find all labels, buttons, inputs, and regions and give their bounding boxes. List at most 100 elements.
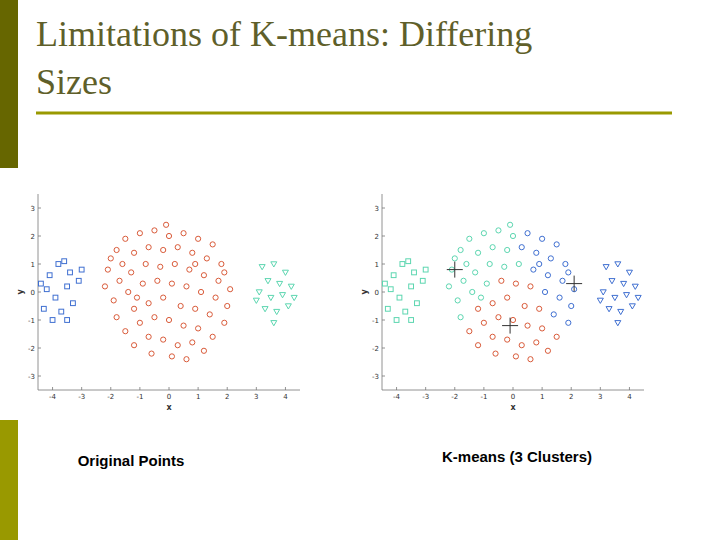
point [158, 264, 163, 269]
y-tick-label: 3 [31, 205, 35, 213]
point [531, 267, 536, 272]
y-tick [382, 376, 385, 377]
point [545, 348, 550, 353]
x-tick [52, 387, 53, 390]
point [391, 273, 396, 278]
point [475, 250, 480, 255]
point [146, 301, 151, 306]
x-tick-label: 2 [225, 393, 229, 401]
point [268, 295, 274, 300]
point [464, 261, 469, 266]
point [134, 295, 139, 300]
x-tick [396, 387, 397, 390]
point [79, 267, 84, 272]
y-tick-label: -3 [28, 373, 35, 381]
point [259, 265, 265, 270]
point [624, 293, 630, 298]
point [540, 326, 545, 331]
point [505, 247, 510, 252]
point [615, 262, 621, 267]
point [490, 334, 495, 339]
centroid [447, 262, 463, 278]
point [513, 281, 518, 286]
point [117, 278, 122, 283]
y-tick-label: -1 [372, 317, 379, 325]
x-tick [169, 387, 170, 390]
point [280, 293, 286, 298]
point [111, 298, 116, 303]
y-axis-label: y [16, 289, 25, 295]
point [155, 278, 160, 283]
point [525, 323, 530, 328]
chart: -4-3-2-101234-3-2-10123xy [16, 194, 300, 412]
point [123, 236, 128, 241]
chart-caption: K-means (3 Clusters) [442, 448, 592, 465]
y-tick-label: 1 [375, 261, 379, 269]
x-tick-label: -4 [393, 393, 401, 401]
point [612, 295, 618, 300]
y-tick [38, 376, 41, 377]
point [137, 320, 142, 325]
title-rule [36, 112, 672, 115]
x-tick-label: 1 [540, 393, 544, 401]
point [59, 309, 64, 314]
point [129, 270, 134, 275]
point [621, 281, 627, 286]
point [253, 298, 259, 303]
point [516, 261, 521, 266]
x-tick-label: -4 [49, 393, 57, 401]
point [560, 278, 565, 283]
plot-area [383, 222, 642, 362]
point [455, 298, 460, 303]
point [225, 303, 230, 308]
x-tick [227, 387, 228, 390]
point [181, 323, 186, 328]
point [108, 256, 113, 261]
point [383, 281, 388, 286]
accent-bar [0, 0, 18, 168]
y-tick-label: 3 [375, 205, 379, 213]
point [184, 284, 189, 289]
point [626, 270, 632, 275]
point [458, 247, 463, 252]
point [123, 329, 128, 334]
point [105, 267, 110, 272]
point [288, 284, 294, 289]
point [478, 295, 483, 300]
point [196, 236, 201, 241]
point [490, 245, 495, 250]
x-tick [285, 387, 286, 390]
point [137, 231, 142, 236]
y-tick [382, 236, 385, 237]
point [615, 321, 621, 326]
x-tick [425, 387, 426, 390]
x-tick-label: 4 [283, 393, 288, 401]
point [190, 340, 195, 345]
point [262, 307, 268, 312]
point [190, 250, 195, 255]
point [102, 284, 107, 289]
point [222, 270, 227, 275]
point [175, 245, 180, 250]
point [39, 281, 44, 286]
y-tick [38, 264, 41, 265]
point [412, 270, 417, 275]
point [131, 343, 136, 348]
point [198, 289, 203, 294]
point [385, 306, 390, 311]
point [219, 261, 224, 266]
point [629, 304, 635, 309]
point [493, 351, 498, 356]
point [481, 320, 486, 325]
point [114, 315, 119, 320]
point [282, 270, 288, 275]
x-tick-label: -3 [422, 393, 429, 401]
point [184, 357, 189, 362]
point [131, 250, 136, 255]
point [499, 278, 504, 283]
y-tick [38, 292, 41, 293]
point [187, 267, 192, 272]
point [406, 259, 411, 264]
point [178, 303, 183, 308]
centroid [502, 318, 518, 334]
